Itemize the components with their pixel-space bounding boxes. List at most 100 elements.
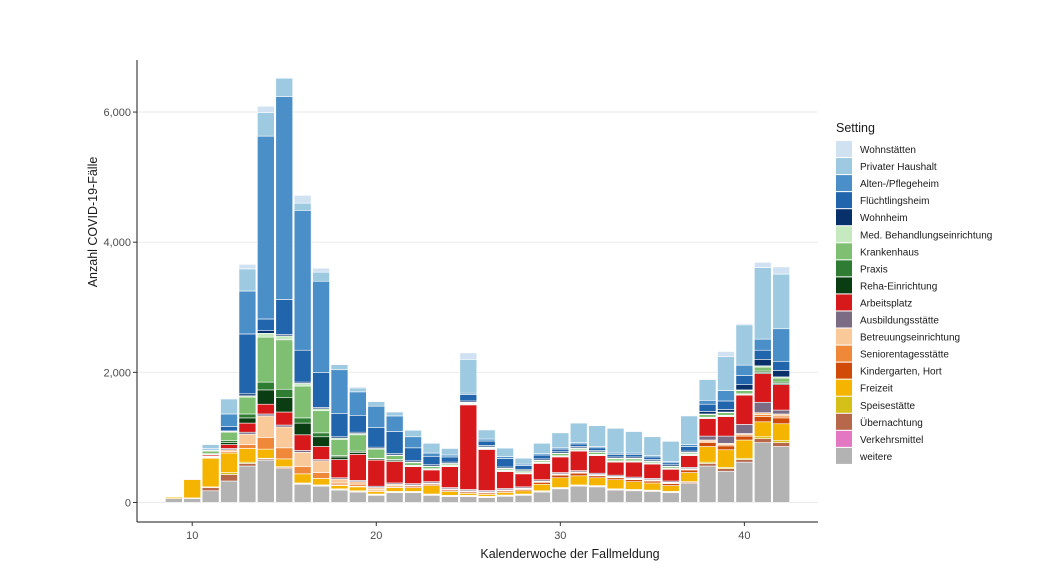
- bar-segment: [201, 444, 220, 449]
- bar-segment: [698, 435, 717, 441]
- bar-segment: [312, 478, 330, 486]
- bar-segment: [330, 489, 349, 503]
- legend-title: Setting: [836, 121, 875, 135]
- bar-segment: [754, 438, 772, 443]
- legend-swatch: [836, 226, 852, 243]
- bar-segment: [717, 351, 735, 358]
- bar-segment: [459, 359, 478, 394]
- bar-segment: [312, 280, 330, 373]
- bar-segment: [772, 442, 790, 447]
- bar-segment: [514, 465, 533, 470]
- bar-segment: [349, 491, 367, 503]
- bar-segment: [293, 210, 312, 351]
- bar-segment: [735, 390, 754, 395]
- bar-segment: [533, 463, 551, 481]
- bar-segment: [514, 490, 533, 495]
- bar-segment: [312, 472, 330, 479]
- bar-segment: [385, 461, 404, 484]
- bar-segment: [404, 436, 422, 449]
- bar-segment: [661, 441, 680, 462]
- bar-segment: [275, 468, 294, 503]
- bar-segment: [661, 468, 680, 482]
- x-tick-label: 10: [186, 530, 198, 542]
- bar-segment: [275, 339, 294, 390]
- bar-segment: [238, 422, 257, 433]
- bar-segment: [643, 456, 662, 460]
- bar-segment: [625, 454, 643, 458]
- axes: 0 2,000 4,000 6,000 10 20 30 40: [103, 60, 818, 542]
- legend-label: Krankenhaus: [860, 247, 919, 258]
- legend-label: Flüchtlingsheim: [860, 196, 929, 207]
- bar-segment: [257, 415, 275, 438]
- bar-segment: [717, 412, 735, 416]
- bar-segment: [312, 446, 330, 460]
- bar-segment: [514, 457, 533, 465]
- bar-segment: [735, 461, 754, 503]
- bar-segment: [165, 496, 183, 499]
- bar-segment: [238, 463, 257, 467]
- bar-segment: [643, 482, 662, 491]
- bar-segment: [349, 481, 367, 485]
- legend-label: Wohnstätten: [860, 145, 916, 156]
- legend-label: weitere: [859, 452, 893, 463]
- bar-segment: [441, 466, 459, 488]
- bar-segment: [717, 445, 735, 451]
- bar-segment: [404, 429, 422, 438]
- bar-segment: [569, 422, 588, 443]
- legend-swatch: [836, 243, 852, 260]
- legend-swatch: [836, 294, 852, 311]
- bar-segment: [330, 439, 349, 456]
- bar-segment: [477, 497, 496, 503]
- bar-segment: [735, 424, 754, 434]
- bar-segment: [367, 427, 386, 448]
- bar-segment: [275, 458, 294, 467]
- bar-segment: [293, 434, 312, 451]
- bar-segment: [569, 475, 588, 486]
- y-axis-title: Anzahl COVID-19-Fälle: [86, 157, 100, 288]
- y-tick-label: 2,000: [103, 367, 131, 379]
- bar-segment: [698, 403, 717, 412]
- bar-segment: [404, 466, 422, 484]
- bar-segment: [698, 442, 717, 447]
- bar-segment: [680, 483, 698, 503]
- bar-segment: [385, 411, 404, 417]
- bar-segment: [330, 413, 349, 438]
- bar-segment: [533, 491, 551, 503]
- bar-segment: [422, 495, 441, 503]
- bar-segment: [625, 431, 643, 454]
- bar-segment: [772, 266, 790, 275]
- bar-segment: [569, 485, 588, 503]
- bar-segment: [496, 458, 514, 468]
- bar-segment: [367, 401, 386, 407]
- x-tick-label: 30: [554, 530, 566, 542]
- bar-segment: [257, 318, 275, 331]
- y-tick-label: 4,000: [103, 237, 131, 249]
- bar-segment: [165, 498, 183, 503]
- bar-segment: [367, 448, 386, 459]
- bar-segment: [201, 450, 220, 454]
- legend-swatch: [836, 277, 852, 294]
- bar-segment: [275, 96, 294, 300]
- bar-segment: [275, 299, 294, 335]
- bar-segment: [698, 465, 717, 503]
- bar-segment: [257, 459, 275, 503]
- bar-segment: [551, 456, 570, 473]
- legend-label: Med. Behandlungseinrichtung: [860, 230, 992, 241]
- bar-segment: [201, 487, 220, 492]
- bar-segment: [312, 485, 330, 503]
- legend-label: Übernachtung: [860, 417, 923, 429]
- bar-segment: [275, 397, 294, 413]
- legend-swatch: [836, 175, 852, 192]
- bar-segment: [404, 492, 422, 503]
- bar-segment: [735, 439, 754, 459]
- bar-segment: [349, 387, 367, 393]
- bar-segment: [754, 366, 772, 372]
- bar-segment: [496, 447, 514, 457]
- bar-segment: [606, 479, 625, 490]
- legend-swatch: [836, 141, 852, 157]
- bar-segment: [735, 435, 754, 441]
- bar-segment: [330, 478, 349, 484]
- bar-segment: [220, 398, 238, 415]
- bar-segment: [735, 375, 754, 386]
